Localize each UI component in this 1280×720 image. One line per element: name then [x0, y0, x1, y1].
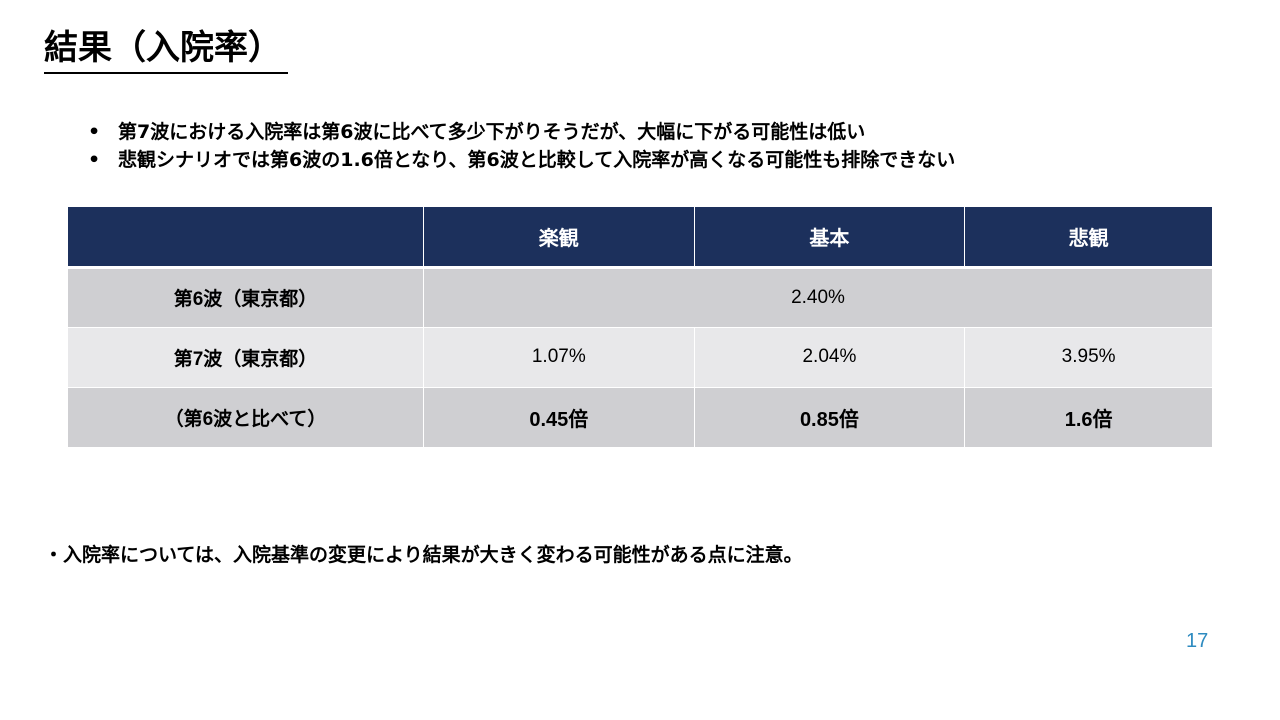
bullet-list: • 第7波における入院率は第6波に比べて多少下がりそうだが、大幅に下がる可能性は… [88, 118, 955, 174]
row-label: 第7波（東京都） [67, 327, 424, 387]
header-cell-base: 基本 [693, 207, 966, 269]
table-row: 第6波（東京都） 2.40% [67, 267, 1213, 327]
bullet-marker: • [88, 121, 101, 143]
footnote: ・入院率については、入院基準の変更により結果が大きく変わる可能性がある点に注意。 [44, 544, 803, 566]
table-row: （第6波と比べて） 0.45倍 0.85倍 1.6倍 [67, 387, 1213, 447]
value-cell-pessimistic: 3.95% [964, 327, 1213, 387]
bullet-item: • 悲観シナリオでは第6波の1.6倍となり、第6波と比較して入院率が高くなる可能… [88, 146, 955, 174]
row-label: 第6波（東京都） [67, 267, 424, 327]
header-cell-pessimistic: 悲観 [964, 207, 1213, 269]
row-label: （第6波と比べて） [67, 387, 424, 447]
ratio-cell-base: 0.85倍 [693, 387, 966, 447]
ratio-cell-pessimistic: 1.6倍 [964, 387, 1213, 447]
bullet-text: 第7波における入院率は第6波に比べて多少下がりそうだが、大幅に下がる可能性は低い [118, 121, 866, 143]
slide-title: 結果（入院率） [44, 26, 288, 74]
page-number: 17 [1186, 630, 1209, 652]
bullet-text: 悲観シナリオでは第6波の1.6倍となり、第6波と比較して入院率が高くなる可能性も… [118, 149, 956, 171]
header-cell-empty [67, 207, 424, 269]
value-cell-base: 2.04% [693, 327, 966, 387]
header-cell-optimistic: 楽観 [423, 207, 695, 269]
bullet-item: • 第7波における入院率は第6波に比べて多少下がりそうだが、大幅に下がる可能性は… [88, 118, 955, 146]
merged-value-cell: 2.40% [423, 267, 1213, 327]
ratio-cell-optimistic: 0.45倍 [423, 387, 695, 447]
table-row: 第7波（東京都） 1.07% 2.04% 3.95% [67, 327, 1213, 387]
table-header-row: 楽観 基本 悲観 [67, 207, 1213, 269]
value-cell-optimistic: 1.07% [423, 327, 695, 387]
bullet-marker: • [88, 149, 101, 171]
hospitalization-rate-table: 楽観 基本 悲観 第6波（東京都） 2.40% 第7波（東京都） 1.07% 2… [67, 207, 1213, 447]
